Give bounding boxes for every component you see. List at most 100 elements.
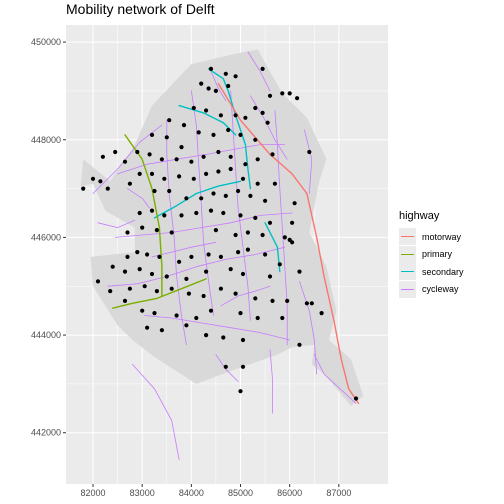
map-point xyxy=(226,127,231,133)
map-point xyxy=(204,108,209,113)
map-point xyxy=(297,269,302,274)
map-point xyxy=(245,230,250,235)
legend-label-primary: primary xyxy=(422,249,453,260)
map-point xyxy=(243,115,248,120)
x-tick-label: 87000 xyxy=(326,488,351,498)
map-point xyxy=(149,171,155,176)
legend-key-primary xyxy=(399,245,416,263)
cycleway-road xyxy=(151,241,217,258)
legend-label-motorway: motorway xyxy=(422,231,462,242)
map-title: Mobility network of Delft xyxy=(66,1,215,17)
map-point xyxy=(206,86,211,91)
x-tick-label: 82000 xyxy=(81,488,106,498)
cycleway-road xyxy=(247,51,271,92)
primary-road xyxy=(111,278,207,309)
map-point xyxy=(179,213,184,218)
map-point xyxy=(137,171,142,176)
map-point xyxy=(240,271,246,277)
map-point xyxy=(149,271,155,277)
map-point xyxy=(255,157,260,162)
cycleway-road xyxy=(107,246,286,287)
map-point xyxy=(265,120,270,125)
cycleway-road xyxy=(313,354,357,404)
map-point xyxy=(127,181,132,186)
primary-road xyxy=(124,134,163,297)
map-point xyxy=(154,289,159,294)
map-point xyxy=(189,254,194,259)
points-layer xyxy=(81,66,359,401)
legend-key-motorway xyxy=(399,228,416,246)
map-point xyxy=(125,230,130,235)
municipality-boundary xyxy=(80,49,364,406)
legend-label-secondary: secondary xyxy=(422,266,464,277)
map-point xyxy=(213,228,218,233)
map-point xyxy=(211,191,216,196)
map-point xyxy=(95,279,101,284)
map-point xyxy=(149,208,155,213)
map-point xyxy=(154,228,159,233)
cycleway-road xyxy=(127,188,151,209)
map-point xyxy=(90,176,96,181)
map-point xyxy=(228,166,233,172)
map-point xyxy=(290,220,295,225)
map-point xyxy=(290,240,295,245)
legend-title: highway xyxy=(399,210,440,222)
x-tick-label: 84000 xyxy=(179,488,204,498)
map-point xyxy=(270,298,275,303)
map-point xyxy=(228,154,233,159)
map-point xyxy=(162,213,167,218)
map-point xyxy=(218,113,223,118)
map-point xyxy=(260,66,265,71)
map-point xyxy=(253,296,258,301)
map-point xyxy=(280,91,285,96)
map-point xyxy=(221,210,226,216)
map-point xyxy=(140,225,145,230)
map-point xyxy=(223,364,228,369)
map-point xyxy=(122,269,128,274)
map-point xyxy=(159,157,164,162)
map-point xyxy=(238,311,243,316)
motorway-line-icon xyxy=(401,236,414,238)
map-point xyxy=(184,323,189,328)
cycleway-road xyxy=(230,90,251,321)
map-point xyxy=(263,198,268,203)
map-point xyxy=(213,88,218,93)
map-point xyxy=(285,298,290,303)
x-tick-label: 86000 xyxy=(277,488,302,498)
map-point xyxy=(238,132,243,137)
cycleway-road xyxy=(249,95,288,160)
x-tick-label: 85000 xyxy=(228,488,253,498)
map-point xyxy=(122,159,128,164)
map-point xyxy=(218,254,223,259)
map-point xyxy=(201,293,206,299)
map-point xyxy=(206,252,211,257)
map-point xyxy=(253,105,258,111)
map-point xyxy=(137,267,142,272)
map-point xyxy=(125,254,130,259)
map-point xyxy=(238,389,243,394)
map-point xyxy=(218,286,223,291)
map-point xyxy=(147,152,152,157)
map-point xyxy=(199,81,204,86)
y-tick-label: 448000 xyxy=(31,135,61,145)
map-point xyxy=(177,174,182,179)
map-point xyxy=(216,149,221,155)
map-point xyxy=(260,232,265,238)
map-point xyxy=(238,213,243,218)
map-point xyxy=(196,130,201,135)
map-point xyxy=(208,208,214,213)
map-point xyxy=(236,250,241,255)
cycleway-road xyxy=(303,129,313,194)
cycleway-road xyxy=(117,144,286,175)
y-tick-label: 442000 xyxy=(31,428,61,438)
map-point xyxy=(208,66,214,71)
map-point xyxy=(204,171,209,176)
map-point xyxy=(223,71,228,76)
map-point xyxy=(255,181,260,186)
map-point xyxy=(169,286,174,291)
map-point xyxy=(137,210,142,216)
map-point xyxy=(164,135,169,140)
map-point xyxy=(105,186,110,191)
map-point xyxy=(135,149,140,155)
